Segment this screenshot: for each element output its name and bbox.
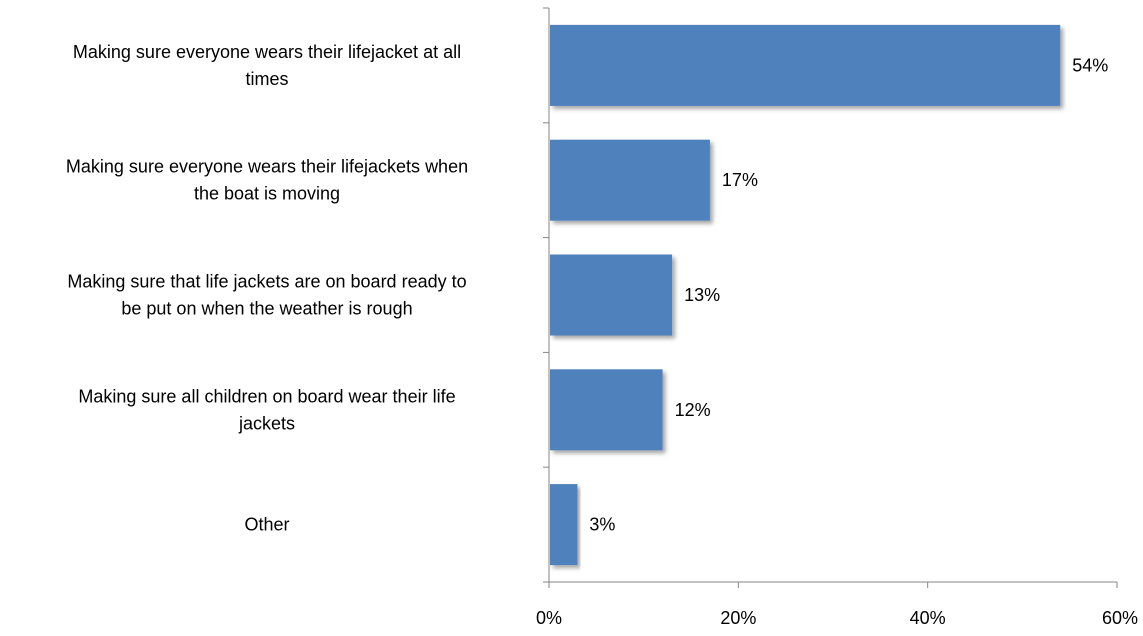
category-label-line: Making sure that life jackets are on boa… <box>67 272 466 292</box>
data-label: 12% <box>675 400 711 420</box>
category-label-line: Making sure everyone wears their lifejac… <box>73 42 461 62</box>
x-tick-label: 60% <box>1102 608 1138 628</box>
bar <box>550 24 1061 106</box>
category-label: Making sure that life jackets are on boa… <box>67 272 466 319</box>
labels: 54% 17% 13% 12% 3% Making sure everyone wears… <box>66 42 1138 628</box>
bar <box>550 484 578 566</box>
category-label-line: Making sure all children on board wear t… <box>78 386 455 406</box>
category-label-line: jackets <box>238 413 295 433</box>
x-tick-label: 40% <box>910 608 946 628</box>
axes <box>543 7 1118 588</box>
data-label: 54% <box>1072 55 1108 75</box>
category-label-line: times <box>245 69 288 89</box>
category-label-line: Making sure everyone wears their lifejac… <box>66 157 468 177</box>
category-label: Making sure everyone wears their lifejac… <box>66 157 468 204</box>
x-tick-label: 0% <box>536 608 562 628</box>
data-label: 13% <box>684 285 720 305</box>
category-label: Making sure all children on board wear t… <box>78 386 455 433</box>
bars <box>550 24 1061 566</box>
category-label-line: the boat is moving <box>194 184 340 204</box>
bar <box>550 369 663 451</box>
x-tick-label: 20% <box>720 608 756 628</box>
data-label: 3% <box>589 515 615 535</box>
data-label: 17% <box>722 170 758 190</box>
category-label-line: Other <box>244 515 289 535</box>
category-label: Making sure everyone wears their lifejac… <box>73 42 461 89</box>
bar <box>550 139 710 221</box>
bar <box>550 254 673 336</box>
category-label-line: be put on when the weather is rough <box>121 299 412 319</box>
category-label: Other <box>244 515 289 535</box>
